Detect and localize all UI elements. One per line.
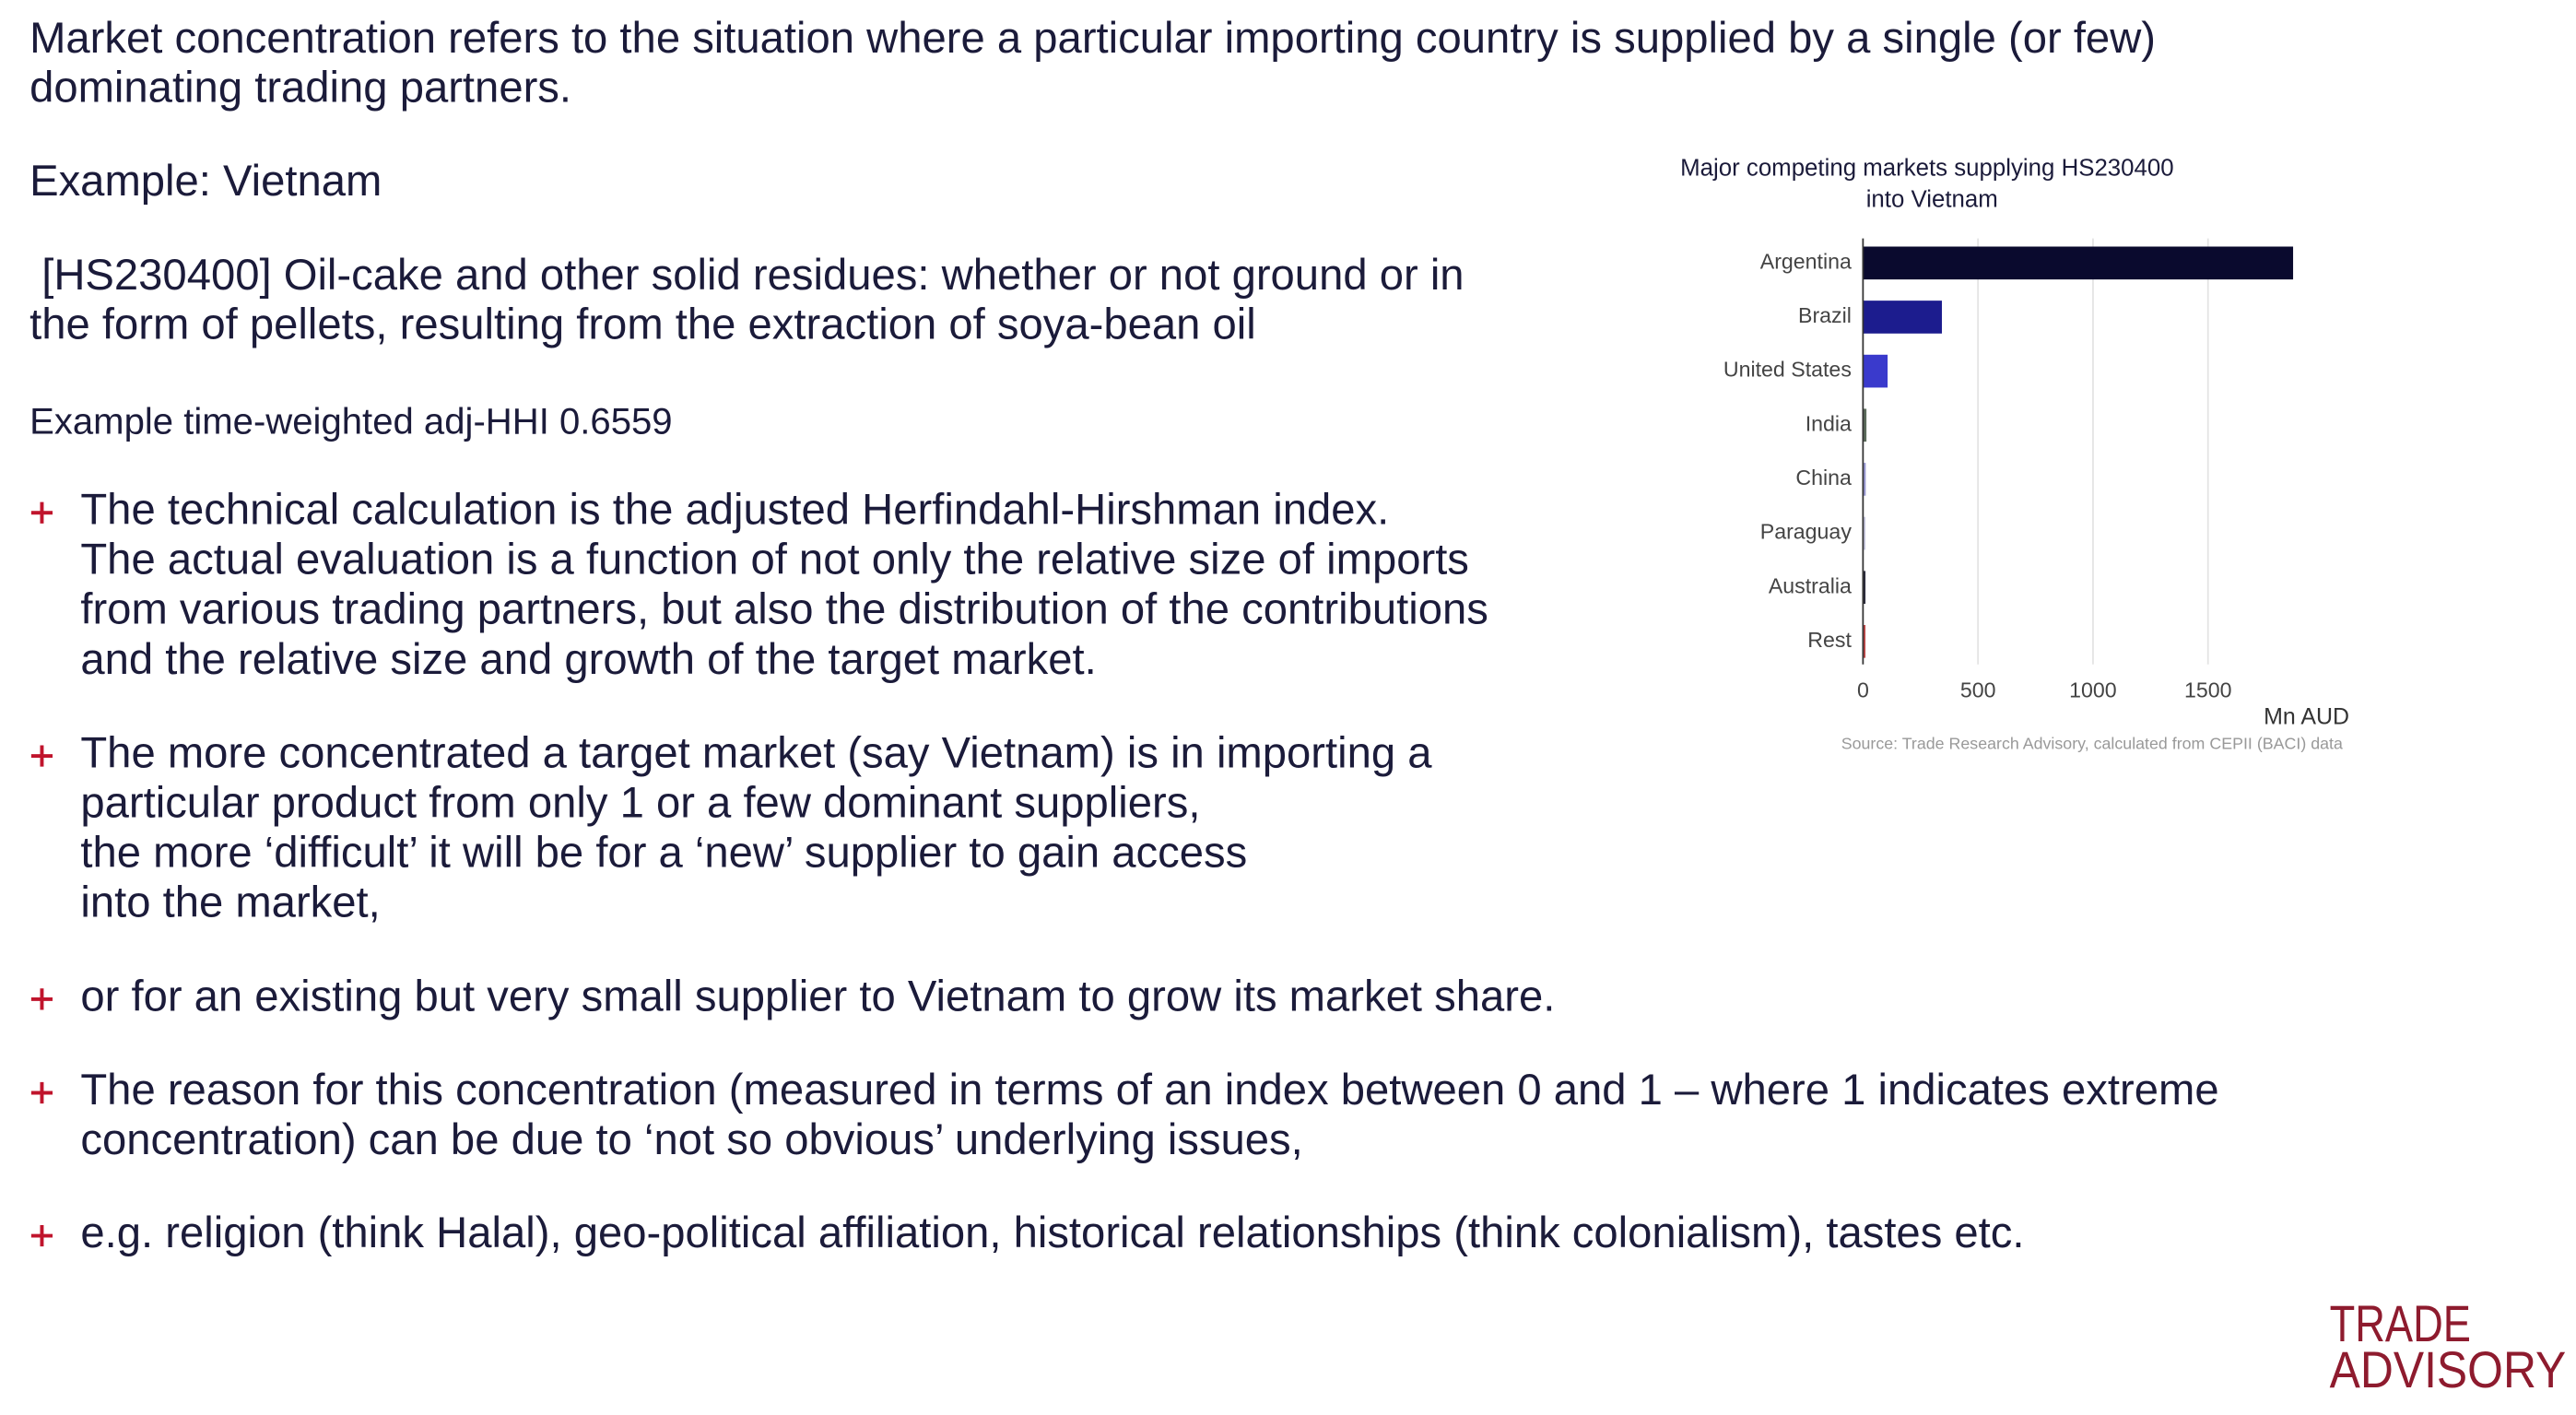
bar (1863, 408, 1867, 442)
y-tick-label: Rest (1807, 628, 1852, 652)
bullet-line: particular product from only 1 or a few … (80, 779, 1200, 828)
y-tick-label: Paraguay (1760, 520, 1853, 544)
bar (1863, 463, 1866, 496)
bar (1863, 516, 1866, 550)
x-tick-label: 500 (1960, 678, 1996, 702)
bar (1863, 571, 1866, 605)
logo: TRADE (2330, 1295, 2471, 1352)
chart-source: Source: Trade Research Advisory, calcula… (1841, 734, 2343, 752)
bullet-marker (30, 1081, 53, 1104)
bar (1863, 354, 1888, 388)
bullet-line: or for an existing but very small suppli… (80, 972, 1555, 1020)
y-tick-label: China (1795, 466, 1852, 489)
bullet-line: and the relative size and growth of the … (80, 635, 1096, 684)
bar (1863, 301, 1942, 334)
bar (1863, 625, 1866, 658)
y-tick-label: United States (1723, 358, 1852, 382)
bullet-marker (30, 988, 53, 1010)
product-line: the form of pellets, resulting from the … (29, 300, 1256, 348)
x-axis-label: Mn AUD (2264, 704, 2349, 730)
y-tick-label: Argentina (1760, 249, 1852, 273)
bullet-line: concentration) can be due to ‘not so obv… (80, 1115, 1302, 1164)
bullet-line: e.g. religion (think Halal), geo-politic… (80, 1209, 2024, 1257)
chart-title: Major competing markets supplying HS2304… (1680, 156, 2174, 182)
hhi-note: Example time-weighted adj-HHI 0.6559 (29, 402, 673, 442)
intro-line: dominating trading partners. (29, 64, 571, 112)
y-tick-label: Australia (1769, 573, 1852, 597)
logo: ADVISORY (2330, 1341, 2567, 1398)
x-tick-label: 0 (1857, 678, 1869, 702)
bullet-line: The actual evaluation is a function of n… (80, 536, 1469, 584)
chart-title: into Vietnam (1866, 186, 1998, 212)
bullet-marker (30, 1224, 53, 1247)
bullet-marker (30, 745, 53, 767)
intro-line: Market concentration refers to the situa… (29, 14, 2156, 63)
x-tick-label: 1000 (2069, 678, 2117, 702)
bullet-marker (30, 501, 53, 524)
example-heading: Example: Vietnam (29, 157, 382, 206)
bullet-line: The reason for this concentration (measu… (80, 1066, 2218, 1114)
x-tick-label: 1500 (2184, 678, 2232, 702)
bullet-line: from various trading partners, but also … (80, 585, 1488, 634)
product-line: [HS230400] Oil-cake and other solid resi… (29, 251, 1464, 300)
y-tick-label: India (1806, 411, 1852, 435)
bullet-line: the more ‘difficult’ it will be for a ‘n… (80, 829, 1247, 878)
bullet-line: The technical calculation is the adjuste… (80, 486, 1389, 535)
bar (1863, 246, 2294, 280)
y-tick-label: Brazil (1798, 303, 1852, 327)
bullet-line: into the market, (80, 878, 380, 927)
bullet-line: The more concentrated a target market (s… (80, 729, 1432, 778)
